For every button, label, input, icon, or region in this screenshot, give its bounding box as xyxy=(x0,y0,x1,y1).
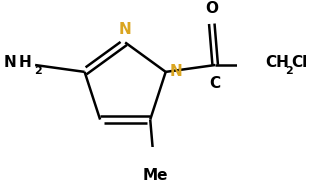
Text: N: N xyxy=(119,22,132,37)
Text: N: N xyxy=(170,64,183,79)
Text: N: N xyxy=(4,56,16,70)
Text: C: C xyxy=(210,76,221,91)
Text: H: H xyxy=(19,56,32,70)
Text: CH: CH xyxy=(265,56,289,70)
Text: Cl: Cl xyxy=(291,56,307,70)
Text: Me: Me xyxy=(142,168,168,183)
Text: 2: 2 xyxy=(285,65,293,75)
Text: O: O xyxy=(205,1,218,16)
Text: 2: 2 xyxy=(34,65,42,75)
